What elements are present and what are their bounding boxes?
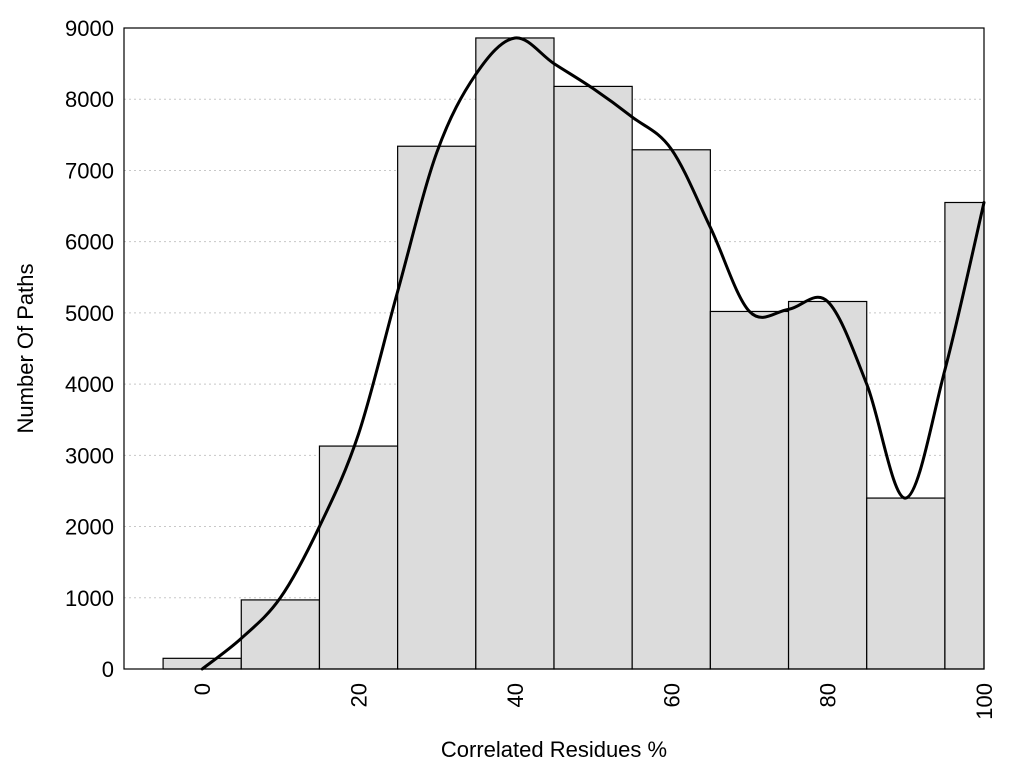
x-tick-label: 60 [659, 683, 684, 707]
y-tick-label: 8000 [65, 87, 114, 112]
y-tick-label: 3000 [65, 443, 114, 468]
x-tick-label: 40 [503, 683, 528, 707]
bar-10 [240, 599, 321, 670]
bar-90 [866, 497, 946, 670]
bar-40 [475, 37, 555, 670]
bar-50 [553, 85, 633, 670]
y-axis-ticks: 0 1000 2000 3000 4000 5000 6000 7000 8000 9000 [65, 16, 114, 682]
x-tick-label: 20 [347, 683, 372, 707]
bars [162, 37, 985, 670]
x-axis-ticks: 0 20 40 60 80 100 [190, 683, 997, 720]
y-tick-label: 0 [102, 657, 114, 682]
y-tick-label: 5000 [65, 301, 114, 326]
y-tick-label: 2000 [65, 515, 114, 540]
x-tick-label: 100 [972, 683, 997, 720]
bar-20 [318, 445, 399, 670]
bar-60 [631, 149, 711, 670]
x-tick-label: 80 [816, 683, 841, 707]
bar-30 [397, 145, 477, 670]
plot-frame [123, 27, 985, 670]
bar-100 [944, 201, 985, 670]
y-tick-label: 4000 [65, 372, 114, 397]
x-tick-label: 0 [190, 683, 215, 695]
y-axis-title: Number Of Paths [13, 264, 38, 434]
y-tick-label: 7000 [65, 158, 114, 183]
x-axis-title: Correlated Residues % [441, 737, 667, 762]
y-tick-label: 1000 [65, 586, 114, 611]
smoothed-curve [200, 36, 986, 671]
y-tick-label: 9000 [65, 16, 114, 41]
y-tick-label: 6000 [65, 230, 114, 255]
bar-70 [709, 310, 790, 670]
